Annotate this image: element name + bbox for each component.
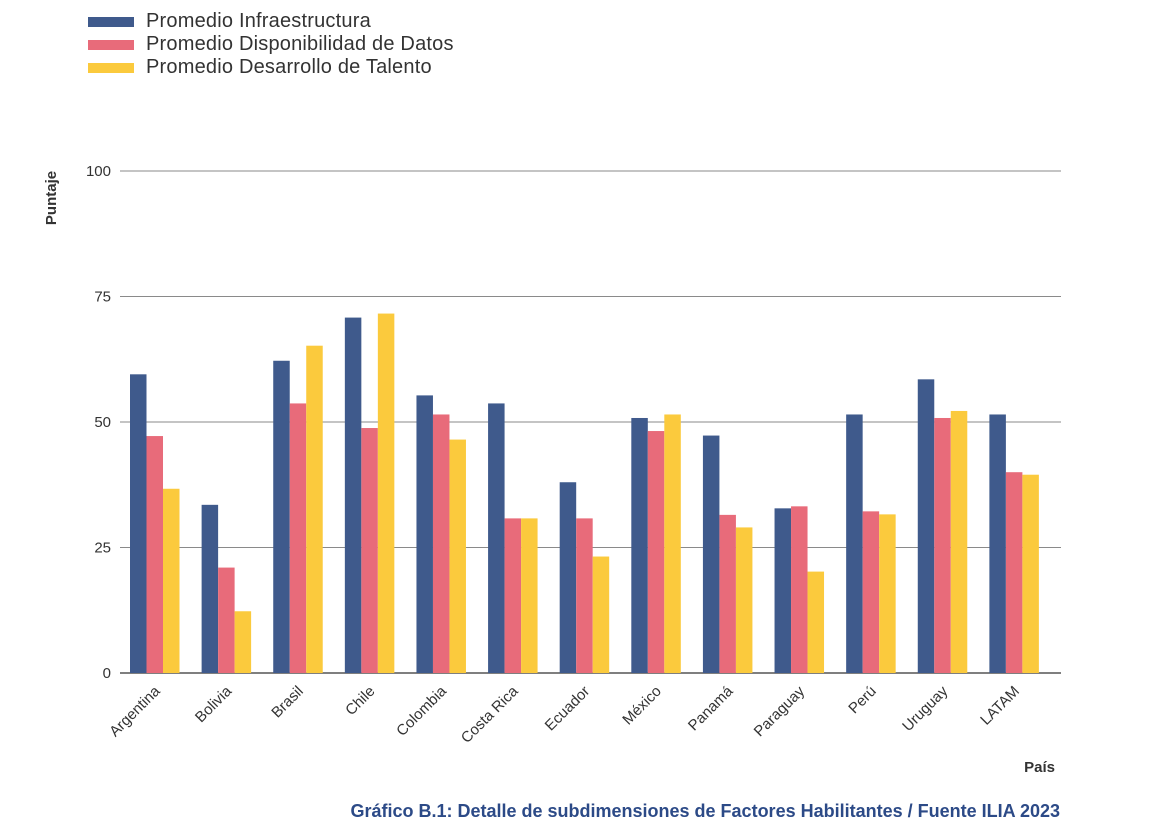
legend-swatch-talento — [88, 62, 134, 73]
bar-paraguay-promedio-disponibilidad-de-datos — [791, 506, 808, 673]
bar-costa-rica-promedio-disponibilidad-de-datos — [504, 518, 522, 673]
bar-ecuador-promedio-desarrollo-de-talento — [592, 556, 610, 673]
bar-ecuador-promedio-disponibilidad-de-datos — [576, 518, 593, 673]
bar-bolivia-promedio-disponibilidad-de-datos — [218, 567, 235, 673]
x-tick-label-ecuador: Ecuador — [542, 683, 594, 735]
bar-argentina-promedio-desarrollo-de-talento — [163, 488, 180, 673]
bar-peru-promedio-disponibilidad-de-datos — [862, 511, 880, 673]
x-tick-label-bolivia: Bolivia — [192, 682, 236, 726]
y-tick-label-50: 50 — [94, 414, 111, 431]
x-tick-label-argentina: Argentina — [106, 682, 164, 740]
bar-colombia-promedio-infraestructura — [416, 395, 433, 673]
bar-chile-promedio-infraestructura — [344, 317, 362, 673]
legend-label-talento: Promedio Desarrollo de Talento — [146, 56, 432, 78]
legend-label-datos: Promedio Disponibilidad de Datos — [146, 33, 454, 55]
bar-paraguay-promedio-desarrollo-de-talento — [807, 571, 825, 673]
bar-latam-promedio-desarrollo-de-talento — [1022, 474, 1039, 673]
x-tick-label-panama: Panamá — [685, 682, 737, 734]
bar-bolivia-promedio-infraestructura — [201, 504, 219, 673]
bar-costa-rica-promedio-infraestructura — [488, 403, 505, 673]
bar-uruguay-promedio-infraestructura — [917, 379, 935, 673]
y-tick-label-0: 0 — [103, 665, 111, 682]
bars — [130, 313, 1039, 673]
x-tick-label-chile: Chile — [342, 683, 378, 719]
bar-brasil-promedio-disponibilidad-de-datos — [289, 403, 307, 673]
y-tick-labels: 0 25 50 75 100 — [86, 163, 111, 682]
legend-swatch-datos — [88, 39, 134, 50]
y-axis-label: Puntaje — [43, 171, 60, 225]
bar-paraguay-promedio-infraestructura — [774, 508, 792, 673]
y-tick-label-75: 75 — [94, 289, 111, 306]
x-tick-label-mexico: México — [619, 683, 665, 729]
x-tick-label-latam: LATAM — [977, 683, 1023, 729]
legend-swatch-infraestructura — [88, 16, 134, 27]
legend-label-infraestructura: Promedio Infraestructura — [146, 10, 371, 32]
bar-mexico-promedio-desarrollo-de-talento — [664, 414, 681, 673]
bar-peru-promedio-infraestructura — [846, 414, 863, 673]
bar-argentina-promedio-disponibilidad-de-datos — [146, 436, 163, 673]
bar-argentina-promedio-infraestructura — [130, 374, 147, 673]
x-tick-label-peru: Perú — [845, 683, 879, 717]
legend-item-talento: Promedio Desarrollo de Talento — [88, 56, 454, 79]
bar-chile-promedio-desarrollo-de-talento — [377, 313, 395, 673]
bar-brasil-promedio-infraestructura — [273, 360, 290, 673]
bar-uruguay-promedio-desarrollo-de-talento — [950, 410, 968, 673]
bar-mexico-promedio-infraestructura — [631, 417, 648, 673]
x-tick-label-uruguay: Uruguay — [899, 682, 951, 734]
x-tick-labels: Argentina Bolivia Brasil Chile Colombia Costa… — [106, 682, 1023, 746]
x-tick-label-paraguay: Paraguay — [751, 682, 809, 740]
bar-panama-promedio-infraestructura — [702, 435, 720, 673]
bar-uruguay-promedio-disponibilidad-de-datos — [934, 417, 951, 673]
bar-panama-promedio-disponibilidad-de-datos — [719, 514, 736, 673]
bar-colombia-promedio-desarrollo-de-talento — [449, 439, 466, 673]
bar-mexico-promedio-disponibilidad-de-datos — [647, 431, 665, 673]
bar-chile-promedio-disponibilidad-de-datos — [361, 428, 378, 673]
chart-caption: Gráfico B.1: Detalle de subdimensiones d… — [350, 801, 1060, 821]
bar-costa-rica-promedio-desarrollo-de-talento — [521, 518, 538, 673]
bar-bolivia-promedio-desarrollo-de-talento — [234, 611, 252, 673]
x-axis-label: País — [1024, 759, 1055, 776]
bar-ecuador-promedio-infraestructura — [559, 482, 577, 673]
bar-peru-promedio-desarrollo-de-talento — [879, 514, 896, 673]
bar-latam-promedio-disponibilidad-de-datos — [1005, 472, 1023, 673]
bar-brasil-promedio-desarrollo-de-talento — [306, 345, 323, 673]
bar-colombia-promedio-disponibilidad-de-datos — [432, 414, 450, 673]
legend-item-datos: Promedio Disponibilidad de Datos — [88, 33, 454, 56]
x-tick-label-costa-rica: Costa Rica — [458, 682, 522, 746]
bar-latam-promedio-infraestructura — [989, 414, 1006, 673]
bar-panama-promedio-desarrollo-de-talento — [735, 527, 753, 673]
legend: Promedio Infraestructura Promedio Dispon… — [88, 10, 454, 79]
x-tick-label-colombia: Colombia — [393, 682, 450, 739]
x-tick-label-brasil: Brasil — [268, 683, 307, 722]
y-tick-label-25: 25 — [94, 540, 111, 557]
y-tick-label-100: 100 — [86, 163, 111, 180]
legend-item-infraestructura: Promedio Infraestructura — [88, 10, 454, 33]
